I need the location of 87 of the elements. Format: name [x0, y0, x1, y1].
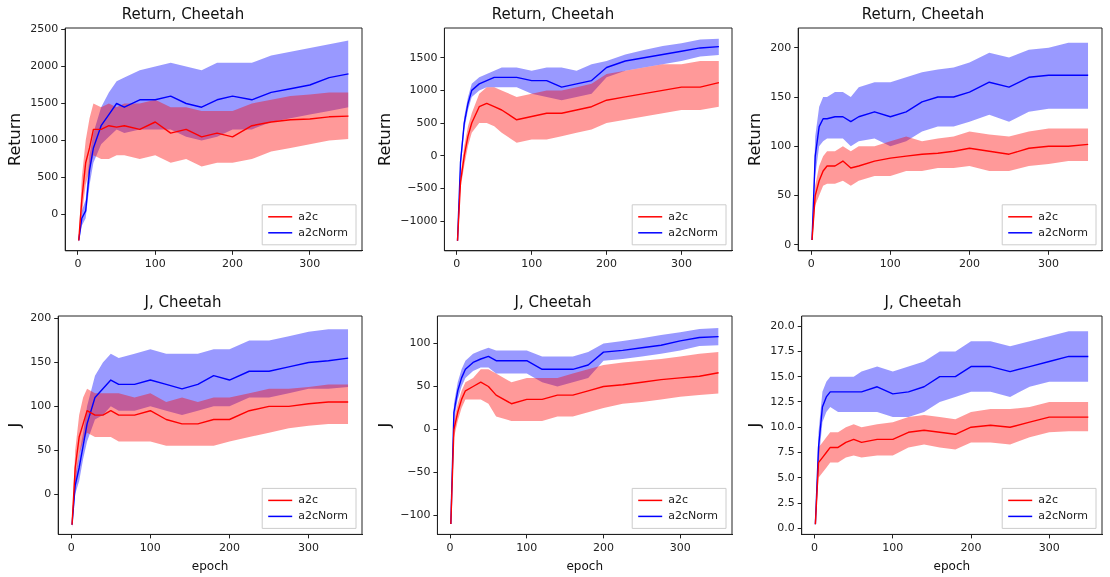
x-tick-label: 200 [958, 257, 980, 271]
y-tick-label: 0 [423, 422, 431, 436]
y-axis-title: J [4, 422, 24, 429]
y-tick-label: 200 [770, 40, 792, 54]
x-tick-label: 0 [446, 540, 454, 554]
y-tick-label: 0 [430, 148, 438, 162]
y-tick-label: 10.0 [770, 420, 795, 434]
y-tick-label: 500 [416, 115, 438, 129]
y-tick-label: 1500 [409, 50, 438, 64]
legend-label: a2c [668, 493, 689, 507]
x-axis-title: epoch [933, 558, 971, 573]
y-tick-label: 200 [30, 311, 52, 325]
y-tick-label: 0 [784, 237, 792, 251]
y-tick-label: 1000 [30, 133, 59, 147]
y-axis-title: J [374, 422, 394, 429]
y-axis-title: Return [374, 112, 394, 166]
y-tick-label: 1500 [30, 96, 59, 110]
y-tick-label: 2000 [30, 59, 59, 73]
legend-label: a2cNorm [1038, 509, 1089, 523]
y-tick-label: 2500 [30, 22, 59, 36]
chart-title: J, Cheetah [143, 292, 222, 311]
x-tick-label: 300 [669, 540, 691, 554]
y-tick-label: 50 [416, 379, 431, 393]
x-tick-label: 100 [521, 257, 543, 271]
y-tick-label: 5.0 [777, 470, 795, 484]
x-tick-label: 0 [807, 257, 815, 271]
x-tick-label: 200 [596, 257, 618, 271]
y-tick-label: 7.5 [777, 445, 795, 459]
x-tick-label: 100 [882, 540, 904, 554]
y-tick-label: 0 [51, 207, 59, 221]
x-tick-label: 0 [811, 540, 819, 554]
legend-label: a2c [668, 209, 689, 223]
x-tick-label: 200 [218, 540, 240, 554]
x-axis-title: epoch [191, 558, 229, 573]
x-tick-label: 0 [74, 257, 82, 271]
x-tick-label: 300 [1038, 540, 1060, 554]
chart-title: Return, Cheetah [121, 4, 245, 23]
x-tick-label: 300 [299, 257, 321, 271]
chart-title: J, Cheetah [883, 292, 962, 311]
y-axis-title: Return [4, 112, 24, 166]
legend-label: a2cNorm [668, 509, 719, 523]
legend-label: a2c [298, 493, 319, 507]
x-axis-title: epoch [566, 558, 603, 573]
y-tick-label: 100 [30, 399, 52, 413]
legend-label: a2cNorm [668, 225, 719, 239]
x-tick-label: 200 [593, 540, 614, 554]
x-tick-label: 100 [879, 257, 901, 271]
y-tick-label: 0.0 [777, 521, 795, 535]
y-tick-label: 2.5 [777, 495, 795, 509]
y-tick-label: 1000 [409, 83, 438, 97]
x-tick-label: 0 [67, 540, 75, 554]
y-tick-label: −1000 [400, 213, 438, 227]
y-tick-label: −500 [407, 181, 438, 195]
legend-label: a2cNorm [1038, 225, 1089, 239]
x-tick-label: 200 [222, 257, 244, 271]
x-tick-label: 200 [960, 540, 982, 554]
y-tick-label: 150 [770, 89, 792, 103]
x-tick-label: 0 [453, 257, 461, 271]
y-axis-title: Return [744, 112, 764, 166]
chart-title: Return, Cheetah [491, 4, 615, 23]
x-tick-label: 300 [298, 540, 320, 554]
legend-label: a2cNorm [298, 225, 349, 239]
y-tick-label: 20.0 [770, 318, 795, 332]
x-tick-label: 100 [144, 257, 166, 271]
y-tick-label: 0 [44, 486, 52, 500]
y-tick-label: 50 [37, 443, 52, 457]
x-tick-label: 300 [1038, 257, 1060, 271]
y-tick-label: 150 [30, 355, 52, 369]
legend-label: a2cNorm [298, 509, 349, 523]
y-tick-label: 12.5 [770, 394, 795, 408]
chart-title: Return, Cheetah [861, 4, 985, 23]
y-tick-label: 50 [777, 188, 792, 202]
y-tick-label: 500 [37, 170, 59, 184]
y-tick-label: 17.5 [770, 344, 795, 358]
x-tick-label: 100 [516, 540, 538, 554]
x-tick-label: 300 [670, 257, 692, 271]
y-axis-title: J [744, 422, 764, 429]
chart-title: J, Cheetah [513, 292, 592, 311]
y-tick-label: −100 [400, 508, 431, 522]
y-tick-label: −50 [407, 465, 431, 479]
x-tick-label: 100 [139, 540, 161, 554]
legend-label: a2c [298, 209, 319, 223]
y-tick-label: 100 [409, 336, 431, 350]
y-tick-label: 15.0 [770, 369, 795, 383]
legend-label: a2c [1038, 209, 1059, 223]
y-tick-label: 100 [770, 139, 792, 153]
legend-label: a2c [1038, 493, 1059, 507]
